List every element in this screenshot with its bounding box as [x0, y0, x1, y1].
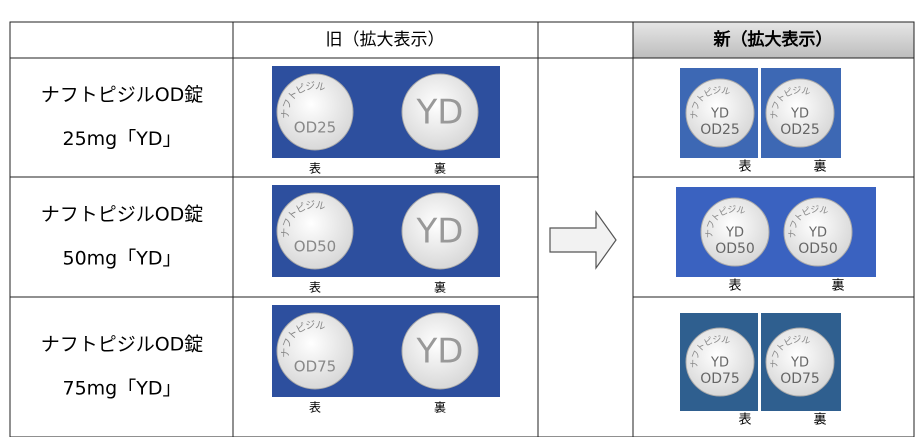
- side-label: 裏: [434, 401, 446, 415]
- pill-code: OD75: [700, 371, 740, 387]
- pill: [276, 192, 354, 270]
- pill-mark: YD: [790, 107, 809, 122]
- pill: [783, 197, 853, 267]
- pill-code: OD50: [798, 241, 838, 257]
- transition-arrow: [549, 210, 617, 270]
- drug-strength: 75mg「YD」: [63, 378, 182, 400]
- side-label: 裏: [434, 281, 446, 295]
- pill: [765, 78, 835, 148]
- pill: [276, 312, 354, 390]
- pill-mark: YD: [725, 226, 744, 241]
- pill: [401, 312, 479, 390]
- side-label: 表: [738, 413, 751, 428]
- pill: [401, 192, 479, 270]
- pill-code: OD25: [700, 122, 740, 138]
- pill: [276, 73, 354, 151]
- pill-mark: YD: [710, 107, 729, 122]
- pill-code: OD25: [780, 122, 820, 138]
- side-label: 表: [309, 401, 321, 415]
- side-label: 表: [309, 162, 321, 176]
- pill-code: OD75: [780, 371, 820, 387]
- side-label: 表: [309, 281, 321, 295]
- side-label: 表: [728, 279, 741, 294]
- pill-code: OD75: [294, 358, 336, 376]
- pill-mark: YD: [808, 226, 827, 241]
- pill: [685, 78, 755, 148]
- pill-code: OD50: [715, 241, 755, 257]
- pill: [685, 327, 755, 397]
- pill-code: OD25: [294, 119, 336, 137]
- pill-code: OD50: [294, 238, 336, 256]
- header-new-bg: [633, 22, 914, 58]
- pill: [700, 197, 770, 267]
- pill-code: YD: [416, 332, 464, 372]
- pill-code: YD: [416, 93, 464, 133]
- pill-mark: YD: [710, 356, 729, 371]
- header-new: 新（拡大表示）: [713, 29, 833, 50]
- side-label: 裏: [813, 160, 826, 175]
- pill-mark: YD: [790, 356, 809, 371]
- side-label: 裏: [831, 279, 844, 294]
- pill: [765, 327, 835, 397]
- header-old: 旧（拡大表示）: [326, 30, 445, 50]
- drug-name: ナフトピジルOD錠: [41, 84, 204, 106]
- pill-code: YD: [416, 212, 464, 252]
- side-label: 表: [738, 160, 751, 175]
- pill: [401, 73, 479, 151]
- drug-name: ナフトピジルOD錠: [41, 204, 204, 226]
- drug-strength: 25mg「YD」: [63, 128, 182, 150]
- drug-name: ナフトピジルOD錠: [41, 334, 204, 356]
- drug-strength: 50mg「YD」: [63, 248, 182, 270]
- side-label: 裏: [813, 413, 826, 428]
- side-label: 裏: [434, 162, 446, 176]
